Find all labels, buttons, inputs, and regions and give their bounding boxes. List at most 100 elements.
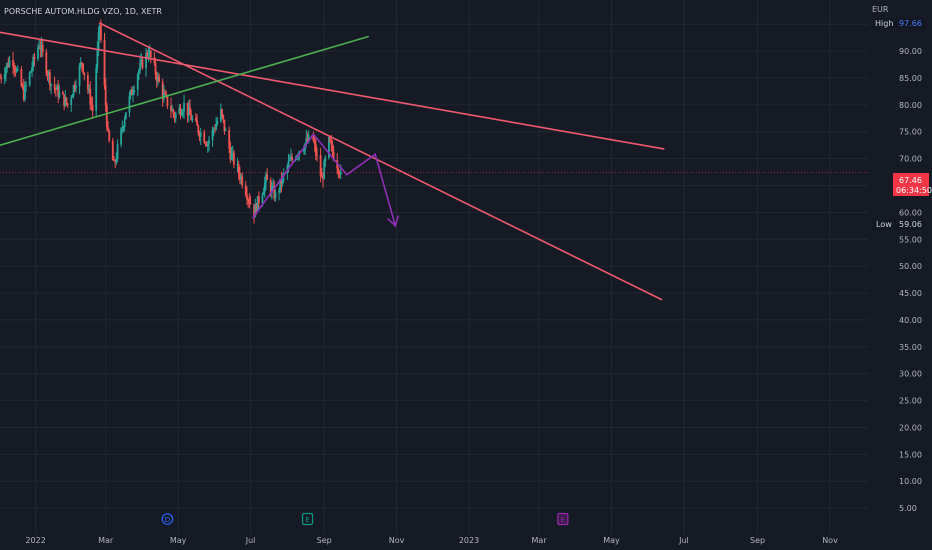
x-axis[interactable]: 2022 Mar May Jul Sep Nov 2023 Mar May Jul Sep Nov bbox=[25, 536, 838, 545]
candle-body bbox=[198, 132, 201, 137]
candle-body bbox=[233, 152, 235, 165]
candle-body bbox=[254, 204, 257, 218]
trendline-drawing[interactable] bbox=[0, 31, 665, 150]
candle bbox=[21, 82, 24, 90]
arrow-head[interactable] bbox=[387, 215, 399, 228]
candle bbox=[196, 114, 199, 126]
candle-body bbox=[197, 125, 200, 133]
high-label: High bbox=[875, 19, 893, 28]
candle-body bbox=[187, 107, 190, 116]
candle-body bbox=[219, 109, 222, 122]
candle bbox=[237, 160, 240, 180]
candle-body bbox=[29, 71, 32, 73]
candle-body bbox=[20, 69, 23, 86]
candle bbox=[198, 130, 201, 142]
candle bbox=[32, 53, 35, 72]
candle-body bbox=[205, 143, 208, 146]
candle bbox=[8, 55, 11, 68]
candle-body bbox=[196, 120, 199, 126]
candle-body bbox=[240, 176, 242, 180]
arrow-drawing[interactable] bbox=[374, 153, 397, 227]
candle bbox=[5, 65, 7, 82]
candle-body bbox=[83, 72, 86, 76]
event-e-icon[interactable]: E bbox=[557, 512, 569, 526]
candle-body bbox=[6, 63, 9, 69]
candles bbox=[0, 19, 342, 224]
dividend-icon[interactable] bbox=[161, 513, 174, 525]
candle-body bbox=[257, 196, 260, 204]
candle-body bbox=[329, 137, 332, 142]
drawings[interactable] bbox=[0, 22, 665, 301]
polyline-drawing[interactable] bbox=[252, 133, 377, 219]
candle bbox=[274, 189, 277, 202]
candle-body bbox=[211, 129, 214, 141]
candle bbox=[3, 67, 6, 85]
candle bbox=[323, 159, 326, 180]
candle-body bbox=[339, 172, 342, 175]
candle bbox=[313, 134, 316, 152]
trendline-drawing[interactable] bbox=[0, 35, 369, 146]
candle-body bbox=[332, 152, 335, 160]
candle bbox=[162, 85, 165, 103]
candle bbox=[221, 108, 223, 119]
candle bbox=[203, 129, 206, 144]
y-tick-label: 10.00 bbox=[899, 477, 922, 486]
candle-body bbox=[247, 199, 250, 201]
candle bbox=[272, 178, 275, 189]
candle bbox=[45, 49, 48, 77]
candle-body bbox=[63, 94, 66, 106]
candle bbox=[122, 125, 125, 133]
candle-body bbox=[195, 118, 197, 121]
candle bbox=[320, 167, 323, 178]
candle-body bbox=[238, 173, 241, 180]
trendline-drawing[interactable] bbox=[98, 22, 663, 301]
candle bbox=[172, 108, 175, 119]
candle bbox=[170, 97, 172, 119]
candle-body bbox=[132, 92, 134, 95]
earnings-icon[interactable] bbox=[301, 512, 314, 526]
candle-body bbox=[123, 119, 126, 127]
candle bbox=[191, 115, 194, 123]
earnings-icon[interactable] bbox=[557, 512, 569, 526]
candle bbox=[103, 32, 106, 90]
candle bbox=[141, 57, 144, 70]
candle-body bbox=[148, 50, 151, 56]
candle bbox=[89, 81, 92, 111]
candle-body bbox=[108, 130, 111, 141]
candle bbox=[247, 197, 250, 208]
candle-body bbox=[116, 144, 119, 159]
candle bbox=[240, 173, 242, 185]
candle bbox=[180, 108, 183, 117]
candle bbox=[319, 147, 322, 183]
candle-body bbox=[215, 124, 218, 130]
candle-body bbox=[262, 191, 265, 195]
candle-body bbox=[91, 104, 94, 111]
candle-body bbox=[25, 84, 28, 86]
candle bbox=[73, 81, 76, 92]
candle bbox=[241, 172, 244, 189]
candle-body bbox=[171, 109, 174, 112]
candle bbox=[116, 139, 119, 163]
candle-body bbox=[5, 68, 7, 75]
candle bbox=[31, 61, 33, 77]
candle-body bbox=[78, 65, 81, 87]
candle-body bbox=[231, 152, 234, 154]
candle-body bbox=[96, 49, 99, 69]
candle-body bbox=[113, 160, 115, 162]
x-tick-label: 2022 bbox=[25, 536, 45, 545]
candle-body bbox=[121, 128, 124, 130]
event-e-icon[interactable]: E bbox=[301, 512, 314, 526]
candle-body bbox=[230, 153, 233, 160]
event-d-icon[interactable]: D bbox=[161, 513, 174, 525]
candle-body bbox=[162, 92, 165, 99]
candle-body bbox=[269, 180, 272, 193]
candle-body bbox=[33, 56, 36, 59]
candle bbox=[91, 96, 94, 119]
y-axis[interactable]: 5.00 10.00 15.00 20.00 25.00 30.00 35.00 40.00 4… bbox=[899, 20, 922, 513]
candle bbox=[95, 64, 98, 117]
candle bbox=[132, 86, 134, 103]
candle bbox=[149, 49, 152, 64]
candle-body bbox=[314, 144, 317, 156]
